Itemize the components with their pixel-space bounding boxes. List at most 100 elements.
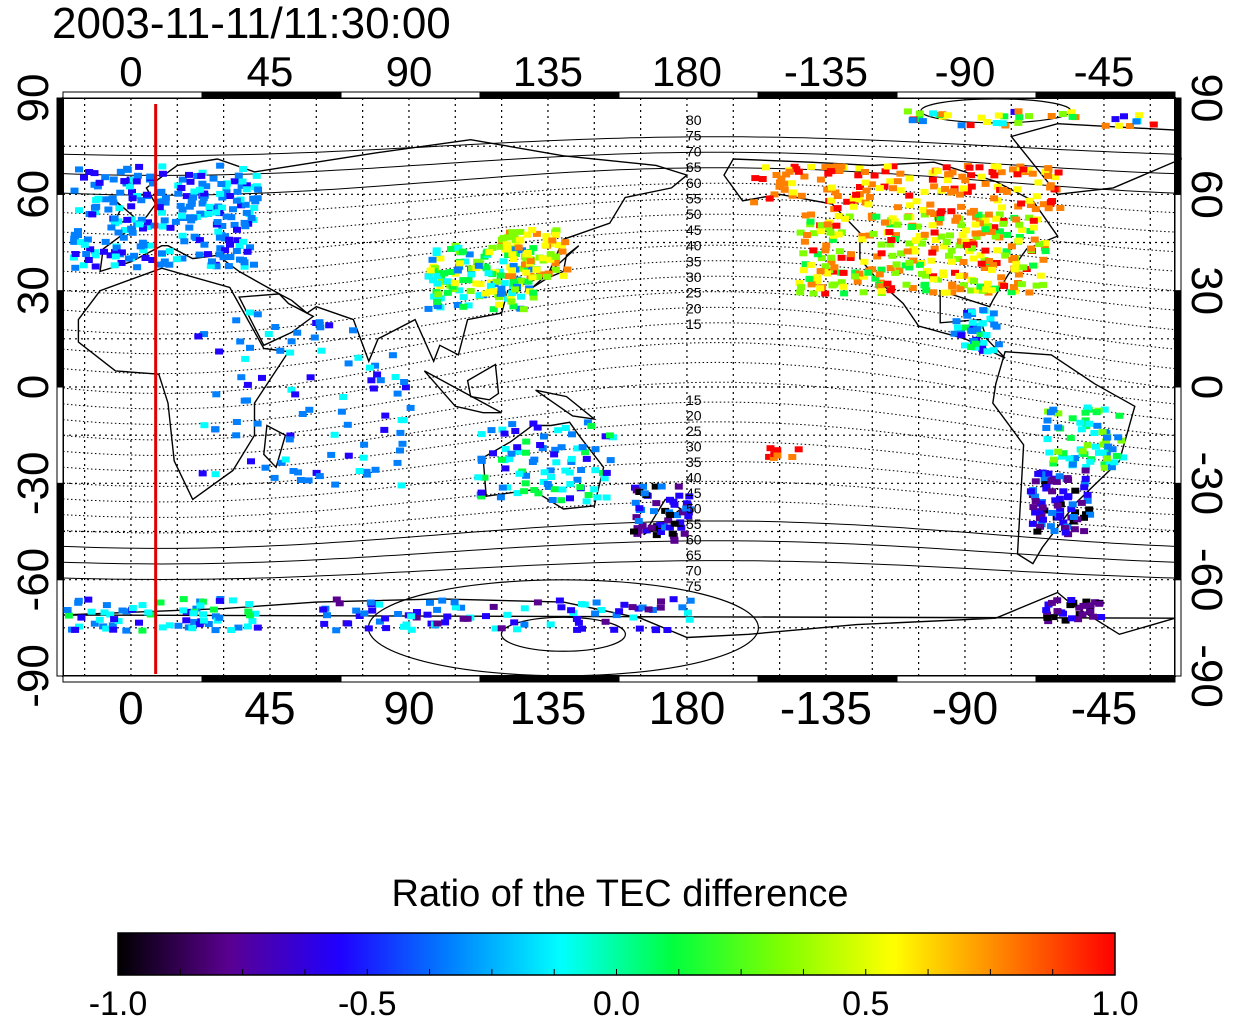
tec-pixel — [407, 626, 416, 633]
colorbar-tick-label: -1.0 — [88, 985, 148, 1023]
tec-pixel — [250, 205, 259, 211]
tec-pixel — [95, 616, 104, 623]
tec-pixel — [396, 429, 405, 436]
tec-pixel — [858, 236, 867, 243]
colorbar-tick-label: 0.0 — [592, 985, 641, 1023]
tec-pixel — [1048, 476, 1057, 483]
tec-pixel — [1047, 113, 1056, 119]
tec-pixel — [684, 509, 693, 516]
tec-pixel — [967, 287, 976, 294]
tec-pixel — [1029, 217, 1038, 224]
tec-pixel — [486, 283, 495, 289]
tec-pixel — [797, 284, 806, 291]
tec-pixel — [242, 182, 251, 189]
tec-pixel — [995, 211, 1004, 218]
tec-pixel — [990, 172, 999, 179]
tec-pixel — [534, 490, 543, 497]
contour-label: 75 — [686, 578, 702, 594]
tec-pixel — [1014, 108, 1023, 115]
tec-pixel — [933, 168, 942, 175]
tec-pixel — [155, 261, 164, 268]
tec-pixel — [1056, 205, 1065, 211]
tec-pixel — [1080, 484, 1089, 491]
tec-pixel — [174, 622, 183, 629]
tec-pixel — [893, 178, 902, 185]
tec-pixel — [118, 607, 127, 614]
tec-pixel — [312, 469, 321, 476]
tec-pixel — [915, 110, 924, 117]
contour-label: 25 — [686, 285, 702, 301]
tec-pixel — [1025, 197, 1034, 204]
tec-pixel — [209, 175, 218, 182]
tec-pixel — [366, 364, 374, 371]
lon-tick-label-bottom: 135 — [510, 682, 587, 734]
tec-pixel — [510, 619, 519, 626]
tec-pixel — [489, 603, 498, 610]
tec-pixel — [496, 290, 505, 297]
tec-pixel — [453, 267, 462, 274]
tec-pixel — [108, 622, 117, 629]
tec-pixel — [1039, 281, 1048, 288]
tec-pixel — [186, 214, 195, 221]
tec-pixel — [873, 253, 882, 260]
tec-pixel — [233, 188, 242, 195]
tec-pixel — [64, 612, 73, 619]
tec-pixel — [886, 241, 895, 248]
mlat-contour — [62, 401, 1176, 456]
tec-pixel — [360, 610, 369, 617]
tec-pixel — [1013, 171, 1022, 178]
tec-pixel — [77, 614, 86, 621]
tec-pixel — [947, 208, 956, 215]
tec-pixel — [1079, 602, 1088, 609]
tec-pixel — [1059, 610, 1067, 617]
tec-pixel — [593, 494, 602, 501]
tec-pixel — [530, 487, 539, 493]
tec-pixel — [758, 176, 767, 182]
tec-pixel — [839, 269, 848, 276]
tec-pixel — [991, 233, 1000, 240]
tec-pixel — [286, 349, 295, 356]
tec-pixel — [902, 281, 911, 288]
tec-pixel — [550, 486, 559, 493]
colorbar-title: Ratio of the TEC difference — [391, 873, 849, 915]
tec-pixel — [963, 312, 972, 319]
tec-pixel — [558, 248, 567, 255]
tec-pixel — [1034, 179, 1043, 186]
tec-pixel — [963, 188, 972, 195]
tec-pixel — [1103, 455, 1112, 462]
tec-pixel — [678, 509, 687, 516]
tec-pixel — [1031, 498, 1040, 505]
tec-pixel — [138, 627, 147, 634]
tec-pixel — [230, 178, 239, 185]
tec-pixel — [834, 231, 843, 238]
tec-pixel — [1045, 449, 1054, 456]
tec-pixel — [936, 210, 945, 217]
tec-pixel — [107, 224, 116, 231]
tec-pixel — [775, 183, 784, 190]
tec-pixel — [923, 268, 931, 275]
tec-pixel — [905, 259, 914, 266]
tec-pixel — [482, 613, 490, 620]
tec-pixel — [221, 247, 230, 254]
tec-pixel — [1066, 434, 1075, 441]
tec-pixel — [506, 293, 515, 300]
tec-pixel — [1075, 604, 1084, 611]
tec-pixel — [862, 187, 871, 194]
tec-pixel — [85, 169, 94, 175]
tec-pixel — [954, 256, 963, 262]
tec-pixel — [957, 222, 966, 229]
tec-pixel — [528, 227, 537, 233]
tec-pixel — [412, 614, 421, 621]
tec-pixel — [458, 248, 467, 255]
tec-pixel — [320, 620, 329, 627]
tec-pixel — [827, 254, 836, 261]
tec-pixel — [892, 261, 901, 268]
tec-pixel — [1002, 248, 1011, 255]
tec-pixel — [977, 114, 986, 121]
tec-pixel — [1031, 493, 1040, 500]
tec-pixel — [966, 122, 975, 129]
colorbar-tick-label: 1.0 — [1091, 985, 1139, 1023]
tec-pixel — [684, 609, 692, 616]
mlat-contour — [500, 616, 627, 652]
tec-pixel — [74, 597, 83, 604]
